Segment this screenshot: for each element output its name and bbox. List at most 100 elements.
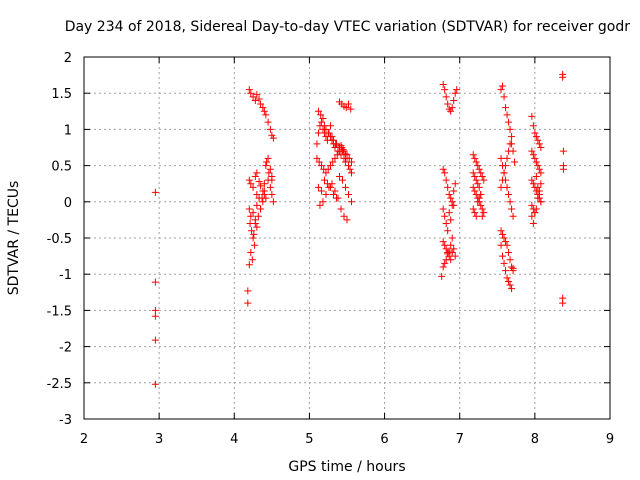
data-point xyxy=(328,180,336,188)
y-tick-label: -2.5 xyxy=(47,377,72,392)
axis-ticks xyxy=(83,56,611,420)
data-point xyxy=(254,212,262,220)
data-point xyxy=(445,247,453,255)
data-point xyxy=(505,191,513,199)
data-point xyxy=(497,154,505,162)
data-point xyxy=(313,154,321,162)
grid-lines xyxy=(84,57,610,419)
data-point xyxy=(537,144,545,151)
data-point xyxy=(348,198,356,206)
data-point xyxy=(345,191,353,199)
data-point xyxy=(328,133,336,141)
data-point xyxy=(506,256,514,264)
data-point xyxy=(535,187,543,195)
data-point xyxy=(320,122,328,130)
data-point xyxy=(503,241,511,249)
data-point xyxy=(340,147,348,155)
data-point xyxy=(474,198,482,206)
data-point xyxy=(499,82,507,90)
data-point xyxy=(338,176,346,184)
y-tick-label: 0 xyxy=(64,196,72,211)
plot-frame xyxy=(83,56,611,420)
data-point xyxy=(259,198,267,206)
data-point xyxy=(245,176,253,184)
data-point xyxy=(497,241,505,249)
x-axis-tick-labels: 2 3 4 5 6 7 8 9 xyxy=(80,432,614,447)
data-point xyxy=(264,154,272,162)
data-point xyxy=(317,111,325,119)
y-tick-label: -2 xyxy=(59,341,72,356)
data-point xyxy=(334,194,342,202)
data-point xyxy=(497,183,505,191)
data-point xyxy=(534,194,542,202)
data-point xyxy=(439,165,447,173)
x-tick-label: 5 xyxy=(305,432,313,447)
data-point xyxy=(531,154,539,162)
x-tick-label: 2 xyxy=(80,432,88,447)
data-point xyxy=(503,111,511,119)
data-point xyxy=(474,162,482,170)
data-point xyxy=(322,191,330,199)
data-point xyxy=(508,263,516,271)
data-point xyxy=(335,172,343,180)
data-point xyxy=(324,129,332,137)
data-point xyxy=(506,140,514,148)
x-tick-label: 8 xyxy=(531,432,539,447)
data-point xyxy=(249,234,257,242)
data-point xyxy=(441,169,449,177)
data-point xyxy=(499,252,507,260)
data-point xyxy=(447,194,455,202)
data-point xyxy=(529,122,537,130)
data-point xyxy=(269,198,277,206)
data-point xyxy=(502,104,510,112)
data-point xyxy=(471,209,479,217)
data-point xyxy=(472,176,480,184)
data-point xyxy=(247,89,255,97)
data-point xyxy=(249,93,257,101)
data-point xyxy=(477,191,485,199)
data-point xyxy=(322,125,330,133)
data-point xyxy=(477,169,485,177)
data-point xyxy=(345,154,353,162)
data-point xyxy=(537,180,545,188)
data-point xyxy=(532,205,540,213)
data-point xyxy=(151,278,159,286)
data-point xyxy=(508,285,516,293)
data-point xyxy=(329,158,337,166)
data-point xyxy=(345,162,353,170)
data-point xyxy=(444,250,452,258)
data-point xyxy=(249,183,257,191)
data-point xyxy=(477,201,485,209)
data-point xyxy=(472,158,480,166)
data-point xyxy=(268,191,276,199)
data-point xyxy=(314,129,322,137)
data-point xyxy=(500,259,508,267)
data-point xyxy=(475,165,483,173)
data-point xyxy=(502,267,510,275)
data-point xyxy=(269,134,277,142)
data-point xyxy=(447,216,455,224)
y-tick-label: -0.5 xyxy=(47,232,72,247)
data-point xyxy=(151,380,159,388)
data-point xyxy=(260,187,268,195)
data-point xyxy=(469,205,477,213)
y-tick-label: -3 xyxy=(59,413,72,428)
data-point xyxy=(151,188,159,196)
data-point xyxy=(503,274,511,282)
data-point xyxy=(447,107,455,115)
data-point xyxy=(475,194,483,202)
data-point xyxy=(255,178,263,186)
data-point xyxy=(255,95,263,103)
data-point xyxy=(528,176,536,184)
data-point xyxy=(345,100,353,108)
data-point xyxy=(442,176,450,184)
data-point xyxy=(342,104,350,112)
data-point xyxy=(244,287,252,295)
data-point xyxy=(469,183,477,191)
data-point xyxy=(499,176,507,184)
data-point xyxy=(537,169,545,177)
chart-title: Day 234 of 2018, Sidereal Day-to-day VTE… xyxy=(65,19,631,35)
data-point xyxy=(442,93,450,101)
data-point xyxy=(245,261,253,269)
data-point xyxy=(502,238,510,246)
